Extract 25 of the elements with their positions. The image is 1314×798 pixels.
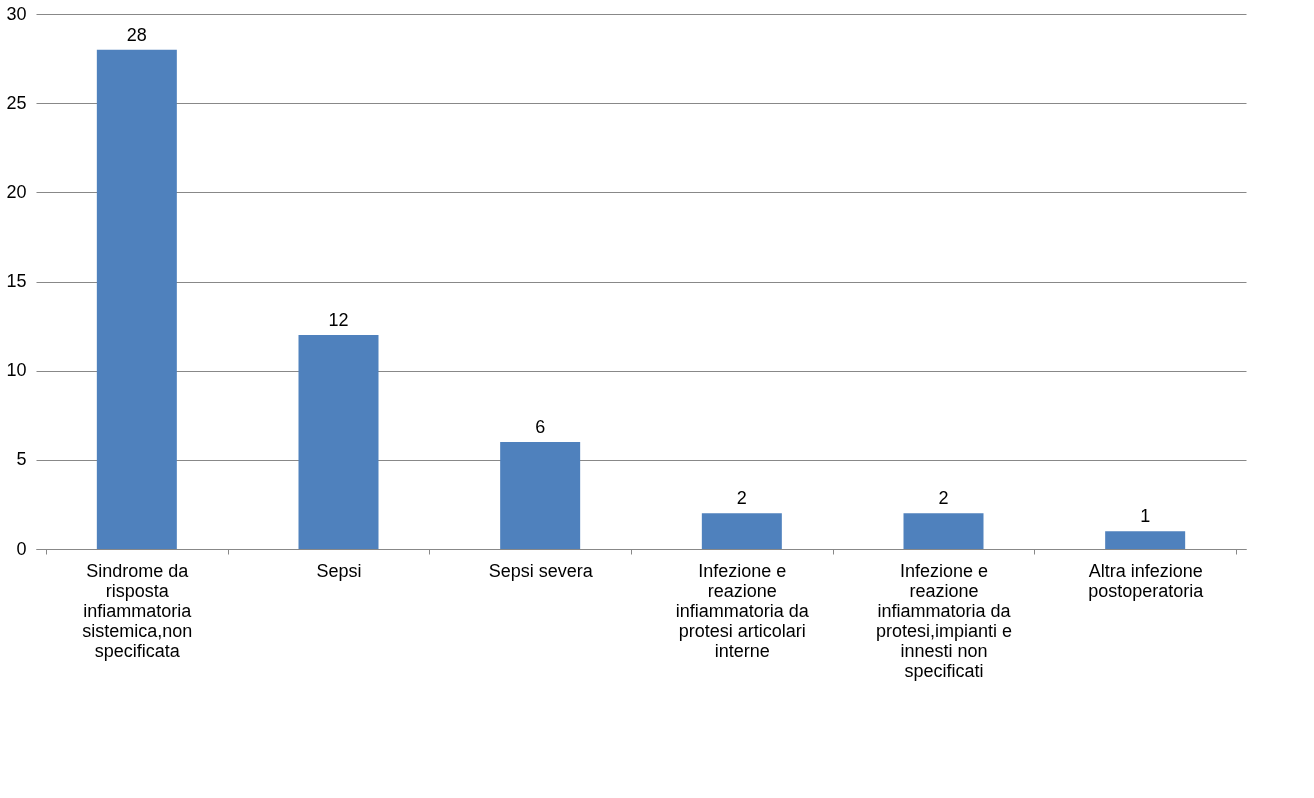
x-tick-label: Sindrome da risposta infiammatoria sistemica,non specificata xyxy=(82,560,193,661)
data-label: 2 xyxy=(938,488,949,509)
data-label: 2 xyxy=(736,488,747,509)
y-tick-label: 25 xyxy=(6,92,27,113)
x-tick-label: Infezione e reazione infiammatoria da protesi articolari interne xyxy=(675,560,810,661)
y-tick-label: 0 xyxy=(16,538,27,559)
y-tick-label: 5 xyxy=(16,449,27,470)
bar xyxy=(903,513,984,549)
y-tick-label: 30 xyxy=(6,3,27,24)
bar xyxy=(96,49,177,549)
x-tick-label: Sepsi xyxy=(316,560,362,581)
x-tick-label: Infezione e reazione infiammatoria da protesi,impianti e innesti non specificati xyxy=(875,560,1013,681)
data-label: 1 xyxy=(1140,506,1151,527)
x-tick-label: Sepsi severa xyxy=(488,560,594,581)
bar xyxy=(701,513,782,549)
y-tick-label: 10 xyxy=(6,360,27,381)
bar xyxy=(1105,531,1186,549)
data-label: 28 xyxy=(126,24,147,45)
data-label: 6 xyxy=(535,417,546,437)
data-label: 12 xyxy=(328,310,349,330)
x-tick-label: Altra infezione postoperatoria xyxy=(1088,560,1205,601)
bar xyxy=(298,335,379,549)
y-tick-label: 15 xyxy=(6,271,27,291)
bar xyxy=(500,442,581,549)
y-tick-label: 20 xyxy=(6,181,27,202)
